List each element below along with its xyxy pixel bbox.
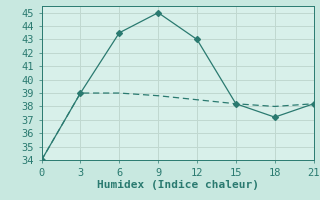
- X-axis label: Humidex (Indice chaleur): Humidex (Indice chaleur): [97, 180, 259, 190]
